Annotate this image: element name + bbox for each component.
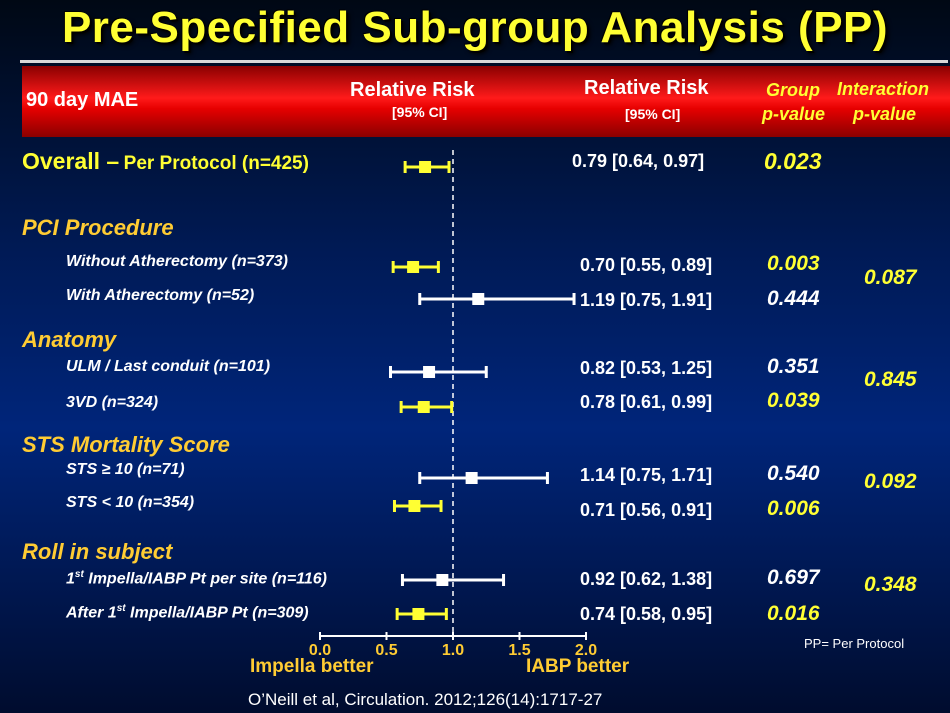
row-ci: 0.82 [0.53, 1.25]	[580, 358, 713, 378]
iabp-better-label: IABP better	[526, 656, 630, 677]
interaction-p-roll-in: 0.348	[864, 573, 917, 596]
row-label-pre: 1	[66, 570, 75, 588]
point-estimate	[408, 500, 421, 512]
overall-p: 0.023	[764, 148, 822, 174]
row-ci: 0.71 [0.56, 0.91]	[580, 500, 713, 520]
row-label-sup: st	[74, 569, 84, 580]
row-label-sup: st	[116, 603, 126, 614]
row-p-value: 0.003	[767, 252, 820, 275]
row-ci: 1.19 [0.75, 1.91]	[580, 290, 713, 310]
overall-ci: 0.79 [0.64, 0.97]	[572, 151, 705, 171]
overall-label-main: Overall –	[22, 148, 120, 174]
rr-header-2-sub: [95% CI]	[625, 106, 681, 122]
point-estimate	[465, 472, 478, 484]
row-label: Without Atherectomy (n=373)	[66, 253, 288, 270]
point-estimate	[436, 574, 449, 586]
row-label: ULM / Last conduit (n=101)	[66, 358, 271, 375]
rr-header-1: Relative Risk	[350, 79, 475, 101]
row-ci: 1.14 [0.75, 1.71]	[580, 465, 713, 485]
impella-better-label: Impella better	[250, 656, 374, 677]
rr-header-2: Relative Risk	[584, 77, 709, 99]
point-estimate	[419, 161, 432, 173]
x-tick-label: 1.0	[442, 642, 464, 659]
section-title-pci: PCI Procedure	[22, 215, 174, 240]
interaction-p-sts: 0.092	[864, 470, 917, 493]
rr-header-1-sub: [95% CI]	[392, 104, 448, 120]
row-p-value: 0.039	[767, 389, 820, 412]
header-bar	[22, 66, 950, 137]
row-ci: 0.78 [0.61, 0.99]	[580, 392, 713, 412]
overall-label-rest: Per Protocol (n=425)	[123, 153, 309, 174]
row-label: With Atherectomy (n=52)	[66, 287, 255, 304]
interaction-p-header-2: p-value	[853, 104, 917, 124]
row-p-value: 0.016	[767, 602, 820, 625]
interaction-p-pci: 0.087	[864, 266, 917, 289]
point-estimate	[412, 608, 425, 620]
section-title-sts: STS Mortality Score	[22, 432, 230, 457]
point-estimate	[417, 401, 430, 413]
row-label-post: Impella/IABP Pt (n=309)	[125, 604, 309, 622]
x-tick-label: 0.0	[309, 642, 331, 659]
interaction-p-header-1: Interaction	[837, 79, 930, 99]
citation: O’Neill et al, Circulation. 2012;126(14)…	[248, 690, 603, 709]
row-label: STS ≥ 10 (n=71)	[66, 461, 185, 478]
row-ci: 0.70 [0.55, 0.89]	[580, 255, 713, 275]
title-divider	[20, 60, 948, 63]
section-title-anatomy: Anatomy	[22, 327, 117, 352]
row-label: 1st Impella/IABP Pt per site (n=116)	[66, 569, 327, 588]
row-ci: 0.74 [0.58, 0.95]	[580, 604, 713, 624]
x-tick-label: 1.5	[508, 642, 530, 659]
section-title-roll-in: Roll in subject	[22, 539, 173, 564]
x-tick-label: 2.0	[575, 642, 597, 659]
row-p-value: 0.351	[767, 355, 820, 378]
row-label: 3VD (n=324)	[66, 394, 159, 411]
row-label-pre: After 1	[66, 604, 117, 622]
row-p-value: 0.697	[767, 566, 820, 589]
point-estimate	[407, 261, 420, 273]
interaction-p-anatomy: 0.845	[864, 368, 917, 391]
row-ci: 0.92 [0.62, 1.38]	[580, 569, 713, 589]
page-title: Pre-Specified Sub-group Analysis (PP)	[61, 3, 889, 52]
row-label: After 1st Impella/IABP Pt (n=309)	[66, 603, 309, 622]
row-label: STS < 10 (n=354)	[66, 494, 195, 511]
overall-label: Overall – Per Protocol (n=425)	[22, 148, 309, 175]
footnote: PP= Per Protocol	[804, 636, 905, 651]
x-tick-label: 0.5	[375, 642, 397, 659]
row-label-post: Impella/IABP Pt per site (n=116)	[83, 570, 327, 588]
group-p-header-1: Group	[766, 80, 820, 100]
group-p-header-2: p-value	[762, 104, 826, 124]
point-estimate	[472, 293, 485, 305]
point-estimate	[423, 366, 436, 378]
row-p-value: 0.006	[767, 497, 820, 520]
row-p-value: 0.444	[767, 287, 820, 310]
row-p-value: 0.540	[767, 462, 820, 485]
endpoint-label: 90 day MAE	[26, 89, 139, 111]
